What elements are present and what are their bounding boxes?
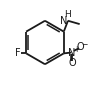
Text: F: F [15,48,21,58]
Text: O: O [68,58,76,68]
Text: N: N [68,48,76,58]
Text: −: − [81,40,87,49]
Text: N: N [60,16,67,26]
Text: +: + [73,45,79,54]
Text: O: O [77,42,84,52]
Text: H: H [64,10,71,19]
